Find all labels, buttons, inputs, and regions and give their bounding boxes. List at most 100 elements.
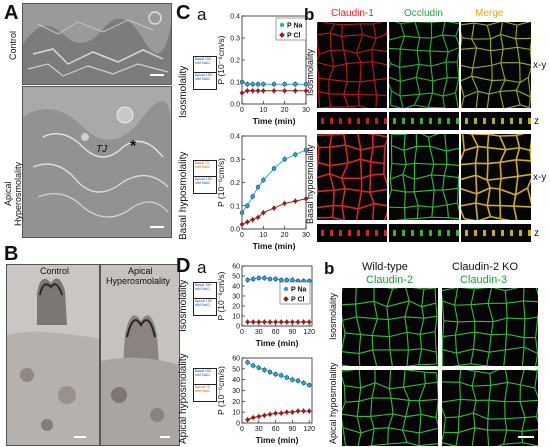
data-point-cl (289, 319, 295, 325)
tem-control-label: Control (40, 266, 70, 276)
data-point-na (273, 372, 278, 377)
fluor-row-iso-label: Isosmolality (305, 48, 315, 96)
y-tick-label: 30 (232, 388, 240, 395)
data-point-cl (244, 219, 250, 225)
data-point-cl (273, 319, 279, 325)
col-header-claudin3: Claudin-3 (460, 274, 508, 286)
view-label-xy-2: x-y (533, 172, 547, 183)
data-point-na (250, 81, 255, 87)
data-point-cl (273, 410, 279, 416)
scale-bar (150, 74, 164, 76)
y-tick-label: 0.0 (230, 227, 240, 234)
cell-membrane-network (461, 134, 531, 220)
y-axis-label: P (10⁻⁶cm/s) (216, 158, 226, 207)
data-point-na (278, 277, 284, 283)
x-axis-label: Time (min) (256, 338, 299, 348)
data-point-cl (245, 417, 251, 423)
data-point-na (245, 360, 250, 365)
data-point-na (271, 81, 277, 87)
fluor-occludin-basal-xy (389, 134, 459, 220)
y-tick-label: 0 (236, 324, 240, 331)
legend-entry: P Cl (287, 33, 301, 40)
ca-basal-inset: Basal 75 mM NaCl Apical 150 mM NaCl (193, 160, 217, 194)
sem-image-control (22, 3, 172, 85)
cell-membrane-network (317, 134, 387, 220)
y-tick-label: 50 (232, 366, 240, 373)
x-tick-label: 0 (240, 232, 244, 239)
data-point-na (282, 157, 287, 162)
data-point-na (261, 177, 266, 183)
tem-texture (7, 265, 99, 445)
cell-membrane-network (389, 134, 459, 220)
panel-sub-da: a (197, 258, 207, 277)
data-point-cl (239, 90, 245, 96)
data-point-cl (301, 319, 307, 325)
z-stack-signal (465, 118, 531, 124)
legend-marker-na (279, 22, 285, 28)
x-axis-label: Time (min) (253, 241, 296, 251)
y-tick-label: 60 (232, 264, 240, 271)
col-header-claudin2: Claudin-2 (366, 274, 414, 286)
data-point-cl (244, 88, 250, 94)
y-axis-label: P (10⁻⁶cm/s) (216, 271, 226, 320)
star-annotation: * (130, 138, 137, 155)
data-point-na (293, 152, 298, 157)
y-tick-label: 0.4 (230, 14, 240, 21)
data-point-na (295, 378, 301, 383)
inset-basal-text: Basal 150 mM NaCl (194, 57, 216, 73)
sem-texture (23, 4, 171, 84)
sem-apical-label-1: Apical (3, 181, 13, 206)
x-tick-label: 30 (302, 232, 310, 239)
data-point-na (245, 277, 250, 283)
data-point-cl (261, 319, 267, 325)
data-point-na (255, 81, 261, 87)
data-point-cl (260, 210, 266, 216)
data-point-na (303, 147, 309, 153)
fluor-ko-claudin3-apical (442, 370, 538, 446)
fluor-wt-claudin2-iso (342, 288, 438, 366)
x-tick-label: 0 (240, 329, 244, 336)
col-header-ko: Claudin-2 KO (452, 261, 519, 273)
panel-letter-d: D (176, 255, 191, 277)
view-label-xy-1: x-y (533, 60, 547, 71)
legend-entry: P Cl (291, 297, 305, 304)
data-point-cl (245, 319, 251, 325)
data-point-na (262, 275, 267, 281)
legend-entry: P Na (291, 287, 307, 294)
z-stack-signal (393, 118, 459, 124)
data-point-na (245, 203, 250, 208)
data-point-cl (292, 88, 298, 94)
view-label-z-1: z (534, 116, 539, 127)
y-axis-label: P (10⁻⁶cm/s) (216, 35, 226, 84)
y-axis-label: P (10⁻⁶cm/s) (216, 366, 226, 415)
fluor-claudin1-basal-xy (317, 134, 387, 220)
x-tick-label: 90 (289, 329, 297, 336)
data-point-cl (261, 412, 267, 418)
y-tick-label: 40 (232, 284, 240, 291)
y-tick-label: 0.3 (230, 36, 240, 43)
y-tick-label: 20 (232, 399, 240, 406)
y-tick-label: 10 (232, 314, 240, 321)
cell-membrane-network (442, 370, 538, 446)
fluor-occludin-iso-xy (389, 22, 459, 108)
cell-membrane-network (342, 288, 438, 366)
plot-frame (241, 135, 307, 230)
inset-basal-text-2: Basal 75 mM NaCl (194, 161, 216, 177)
x-tick-label: 30 (255, 426, 263, 433)
y-tick-label: 10 (232, 410, 240, 417)
data-point-cl (260, 88, 266, 94)
panel-sub-db: b (324, 259, 335, 278)
y-tick-label: 0.2 (230, 180, 240, 187)
y-tick-label: 20 (232, 304, 240, 311)
data-point-cl (306, 319, 312, 325)
y-tick-label: 0.1 (230, 80, 240, 87)
data-point-cl (295, 408, 301, 414)
y-tick-label: 0.0 (230, 102, 240, 109)
y-tick-label: 0 (236, 421, 240, 428)
data-point-cl (250, 319, 256, 325)
data-point-na (284, 277, 290, 283)
z-stack-signal (321, 118, 387, 124)
scale-bar-5 (518, 436, 534, 438)
cell-membrane-network (317, 22, 387, 108)
view-label-z-2: z (534, 228, 539, 239)
